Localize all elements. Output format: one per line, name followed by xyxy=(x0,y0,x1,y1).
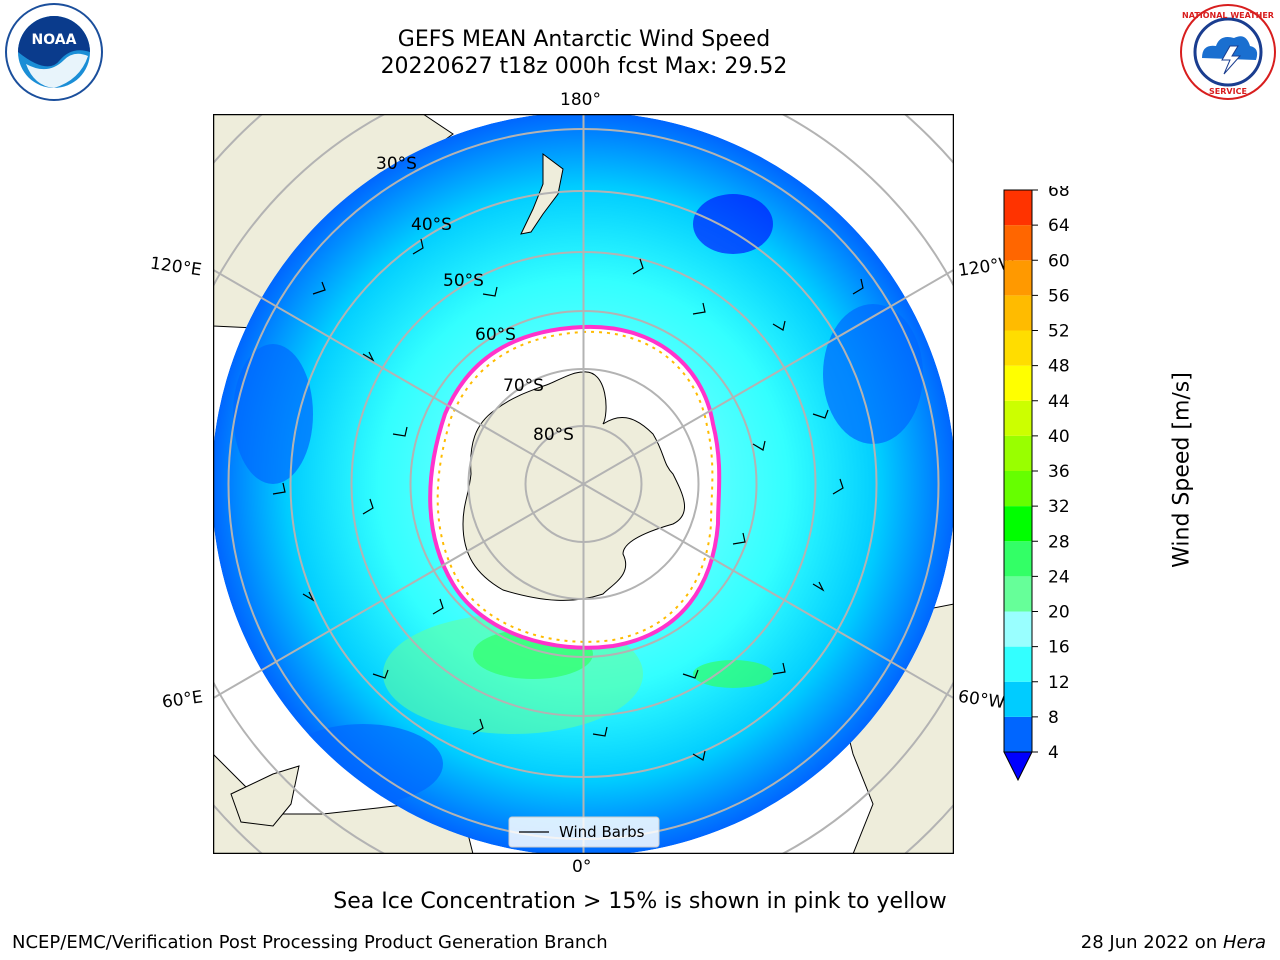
colorbar-tick-label: 44 xyxy=(1048,392,1070,412)
colorbar-segment xyxy=(1004,435,1032,471)
colorbar-tick-label: 36 xyxy=(1048,462,1070,482)
map-title: GEFS MEAN Antarctic Wind Speed xyxy=(397,27,771,52)
colorbar-segment xyxy=(1004,576,1032,612)
colorbar-segment xyxy=(1004,295,1032,331)
colorbar-tick-label: 20 xyxy=(1048,603,1070,623)
colorbar-tick-label: 12 xyxy=(1048,673,1070,693)
lat-label-80s: 80°S xyxy=(533,425,574,445)
colorbar-segment xyxy=(1004,365,1032,401)
nws-logo-icon: NATIONAL WEATHER SERVICE xyxy=(1180,4,1276,100)
colorbar-segment xyxy=(1004,611,1032,647)
colorbar-tick-label: 52 xyxy=(1048,322,1070,342)
colorbar-segment xyxy=(1004,260,1032,296)
colorbar-tick-label: 32 xyxy=(1048,497,1070,517)
svg-text:NATIONAL WEATHER: NATIONAL WEATHER xyxy=(1182,11,1274,20)
colorbar-tick-label: 68 xyxy=(1048,186,1070,201)
antarctica-land xyxy=(462,371,686,601)
lat-label-70s: 70°S xyxy=(503,376,544,396)
lat-label-40s: 40°S xyxy=(411,215,452,235)
wind-barbs-legend: Wind Barbs xyxy=(508,816,660,848)
colorbar-tick-label: 16 xyxy=(1048,638,1070,658)
colorbar-segment xyxy=(1004,716,1032,752)
lat-label-30s: 30°S xyxy=(376,154,417,174)
wind-barbs xyxy=(272,238,864,761)
colorbar-label: Wind Speed [m/s] xyxy=(1169,372,1195,568)
colorbar-segment xyxy=(1004,471,1032,507)
forecast-subtitle: 20220627 t18z 000h fcst Max: 29.52 xyxy=(380,54,788,79)
noaa-logo-text: NOAA xyxy=(32,32,77,48)
colorbar-tick-label: 4 xyxy=(1048,743,1059,763)
noaa-logo-icon: NOAA xyxy=(5,3,103,101)
colorbar-tick-label: 48 xyxy=(1048,357,1070,377)
lon-label-120e: 120°E xyxy=(148,253,203,281)
colorbar-under-arrow xyxy=(1003,751,1033,782)
legend-label: Wind Barbs xyxy=(559,823,645,841)
lat-label-60s: 60°S xyxy=(475,325,516,345)
lat-label-50s: 50°S xyxy=(443,271,484,291)
colorbar-segment xyxy=(1004,541,1032,577)
lon-label-60e: 60°E xyxy=(160,687,205,713)
lon-label-180: 180° xyxy=(560,90,601,110)
colorbar-segment xyxy=(1004,190,1032,226)
lon-label-0: 0° xyxy=(572,857,592,877)
footer-machine: Hera xyxy=(1222,932,1266,953)
colorbar-segment xyxy=(1004,400,1032,436)
colorbar-tick-label: 24 xyxy=(1048,567,1070,587)
colorbar-tick-label: 60 xyxy=(1048,251,1070,271)
colorbar-tick-label: 64 xyxy=(1048,216,1070,236)
footer-credit: NCEP/EMC/Verification Post Processing Pr… xyxy=(12,932,608,953)
colorbar-tick-label: 40 xyxy=(1048,427,1070,447)
sea-ice-caption: Sea Ice Concentration > 15% is shown in … xyxy=(333,889,947,914)
colorbar-segment xyxy=(1004,330,1032,366)
polar-map: Wind Barbs 30°S 40°S 50°S 60°S 70°S 80°S xyxy=(213,114,954,854)
lon-label-60w: 60°W xyxy=(956,686,1007,714)
colorbar-segment xyxy=(1004,506,1032,542)
footer-date: 28 Jun 2022 on Hera xyxy=(1081,932,1266,953)
footer-date-text: 28 Jun 2022 on xyxy=(1080,932,1223,953)
meridians xyxy=(213,114,954,854)
madagascar-land xyxy=(230,765,300,827)
colorbar-segment xyxy=(1004,225,1032,261)
colorbar-tick-label: 28 xyxy=(1048,532,1070,552)
colorbar-segment xyxy=(1004,681,1032,717)
colorbar-tick-label: 8 xyxy=(1048,708,1059,728)
colorbar-tick-label: 56 xyxy=(1048,286,1070,306)
svg-text:SERVICE: SERVICE xyxy=(1209,87,1247,96)
colorbar-segment xyxy=(1004,646,1032,682)
